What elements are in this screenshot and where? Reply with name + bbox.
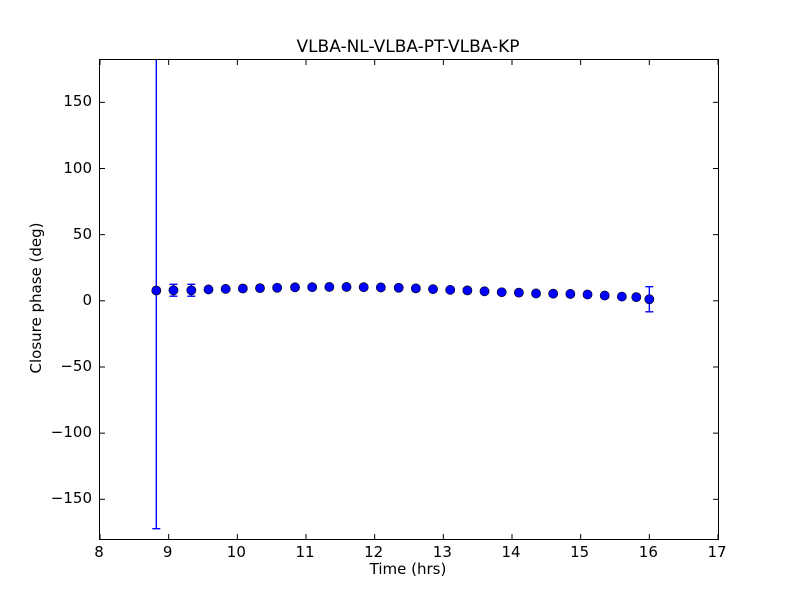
data-point xyxy=(358,282,369,293)
data-point xyxy=(548,288,559,299)
x-tick-label: 9 xyxy=(162,543,173,561)
x-tick-label: 17 xyxy=(707,543,727,561)
data-point xyxy=(186,285,197,296)
data-point xyxy=(462,285,473,296)
data-point xyxy=(168,285,179,296)
data-point xyxy=(479,286,490,297)
x-tick-label: 15 xyxy=(570,543,590,561)
plot-svg xyxy=(100,60,718,539)
data-point xyxy=(375,282,386,293)
y-tick-label: 0 xyxy=(82,290,92,309)
data-point xyxy=(644,294,655,305)
x-tick-label: 10 xyxy=(226,543,246,561)
y-tick-label: −50 xyxy=(60,356,92,375)
data-point xyxy=(393,282,404,293)
data-point xyxy=(151,285,162,296)
data-point xyxy=(496,287,507,298)
y-tick-label: −150 xyxy=(50,489,92,508)
x-tick-label: 12 xyxy=(364,543,384,561)
x-axis-label: Time (hrs) xyxy=(369,560,447,578)
data-point xyxy=(255,283,265,294)
data-point xyxy=(631,292,642,303)
y-tick-label: −100 xyxy=(50,423,92,442)
y-tick-label: 100 xyxy=(63,158,92,177)
chart-title: VLBA-NL-VLBA-PT-VLBA-KP xyxy=(296,37,520,57)
data-point xyxy=(531,288,541,299)
y-tick-label: 50 xyxy=(72,224,92,243)
data-point xyxy=(445,284,456,295)
data-point xyxy=(220,284,231,294)
data-point xyxy=(410,283,421,294)
x-tick-label: 14 xyxy=(501,543,521,561)
data-point xyxy=(428,284,438,295)
data-point xyxy=(341,282,352,292)
data-point xyxy=(513,287,524,298)
data-point xyxy=(599,290,610,301)
data-point xyxy=(582,289,593,300)
data-point xyxy=(203,284,214,295)
data-point xyxy=(272,282,283,293)
data-point xyxy=(616,291,627,302)
x-tick-label: 8 xyxy=(94,543,104,561)
y-tick-label: 150 xyxy=(63,92,92,111)
x-tick-label: 13 xyxy=(432,543,452,561)
x-tick-label: 16 xyxy=(638,543,658,561)
data-point xyxy=(565,289,576,299)
data-point xyxy=(324,282,335,292)
plot-area xyxy=(99,59,719,540)
data-point xyxy=(307,282,318,293)
data-point xyxy=(290,282,300,293)
x-tick-label: 11 xyxy=(295,543,315,561)
data-point xyxy=(237,283,248,294)
